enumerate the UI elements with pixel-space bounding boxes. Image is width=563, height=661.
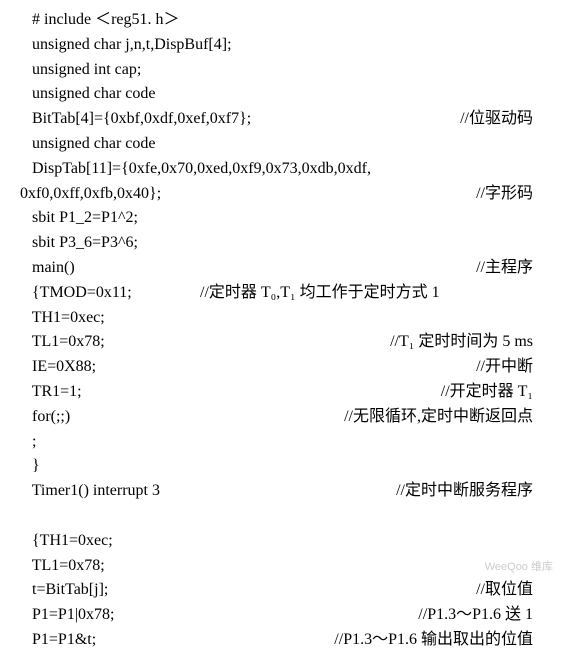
code-text: P1=P1|0x78; — [20, 606, 114, 623]
code-text: sbit P1_2=P1^2; — [20, 209, 138, 226]
code-text: P1=P1&t; — [20, 631, 96, 648]
code-line: for(;;) //无限循环,定时中断返回点 — [20, 405, 543, 430]
code-line: Timer1() interrupt 3 //定时中断服务程序 — [20, 479, 543, 504]
code-line: TL1=0x78; //T₁ 定时时间为 5 ms — [20, 330, 543, 355]
code-comment: //位驱动码 — [460, 107, 533, 132]
code-line: TR1=1; //开定时器 T₁ — [20, 380, 543, 405]
code-text: DispTab[11]={0xfe,0x70,0xed,0xf9,0x73,0x… — [20, 160, 371, 177]
code-line: t=BitTab[j]; //取位值 — [20, 578, 543, 603]
code-comment: //P1.3～P1.6 送 1 — [418, 603, 533, 628]
code-text: TR1=1; — [20, 383, 82, 400]
code-comment: //无限循环,定时中断返回点 — [344, 405, 533, 430]
code-text: main() — [20, 259, 75, 276]
code-text: for(;;) — [20, 408, 70, 425]
code-line: sbit P3_6=P3^6; — [20, 231, 543, 256]
code-line: P1=P1&t; //P1.3～P1.6 输出取出的位值 — [20, 628, 543, 653]
code-line: unsigned char j,n,t,DispBuf[4]; — [20, 33, 543, 58]
code-text: # include ＜reg51. h＞ — [20, 11, 180, 28]
code-comment: //主程序 — [476, 256, 533, 281]
code-line — [20, 504, 543, 529]
code-text: Timer1() interrupt 3 — [20, 482, 160, 499]
code-line: P1=P1|0x78; //P1.3～P1.6 送 1 — [20, 603, 543, 628]
code-line: sbit P1_2=P1^2; — [20, 206, 543, 231]
code-comment: //开中断 — [476, 355, 533, 380]
code-text: 0xf0,0xff,0xfb,0x40}; — [20, 185, 161, 202]
code-text — [20, 507, 24, 524]
code-line: TL1=0x78; — [20, 554, 543, 579]
code-text: unsigned char code — [20, 135, 156, 152]
code-line: DispTab[11]={0xfe,0x70,0xed,0xf9,0x73,0x… — [20, 157, 543, 182]
watermark-text: WeeQoo 维库 — [485, 559, 553, 576]
code-line: {TMOD=0x11; //定时器 T₀,T₁ 均工作于定时方式 1 — [20, 281, 543, 306]
code-line: IE=0X88; //开中断 — [20, 355, 543, 380]
code-text: TH1=0xec; — [20, 309, 105, 326]
code-text: TL1=0x78; — [20, 333, 105, 350]
code-line: # include ＜reg51. h＞ — [20, 8, 543, 33]
code-line: unsigned char code — [20, 82, 543, 107]
code-comment: //T₁ 定时时间为 5 ms — [390, 330, 533, 355]
code-comment: //P1.3～P1.6 输出取出的位值 — [334, 628, 533, 653]
code-text: IE=0X88; — [20, 358, 96, 375]
code-text: unsigned int cap; — [20, 61, 141, 78]
code-comment: //开定时器 T₁ — [441, 380, 533, 405]
code-text: t=BitTab[j]; — [20, 581, 108, 598]
code-comment: //定时中断服务程序 — [396, 479, 533, 504]
code-text: TL1=0x78; — [20, 557, 105, 574]
code-text: unsigned char j,n,t,DispBuf[4]; — [20, 36, 232, 53]
code-comment: //取位值 — [476, 578, 533, 603]
code-text: BitTab[4]={0xbf,0xdf,0xef,0xf7}; — [20, 110, 251, 127]
code-line: {TH1=0xec; — [20, 529, 543, 554]
code-line: BitTab[4]={0xbf,0xdf,0xef,0xf7}; //位驱动码 — [20, 107, 543, 132]
code-line: } — [20, 454, 543, 479]
code-text: } — [20, 457, 40, 474]
code-line: unsigned char code — [20, 132, 543, 157]
code-line: ; — [20, 430, 543, 455]
code-line: main() //主程序 — [20, 256, 543, 281]
code-text: {TH1=0xec; — [20, 532, 113, 549]
code-comment: //定时器 T₀,T₁ 均工作于定时方式 1 — [200, 281, 440, 306]
code-line: unsigned int cap; — [20, 58, 543, 83]
code-line: TH1=0xec; — [20, 306, 543, 331]
code-text: unsigned char code — [20, 85, 156, 102]
code-comment: //字形码 — [476, 182, 533, 207]
code-text: {TMOD=0x11; — [20, 284, 132, 301]
code-text: ; — [20, 433, 36, 450]
code-line: 0xf0,0xff,0xfb,0x40}; //字形码 — [20, 182, 543, 207]
code-text: sbit P3_6=P3^6; — [20, 234, 138, 251]
